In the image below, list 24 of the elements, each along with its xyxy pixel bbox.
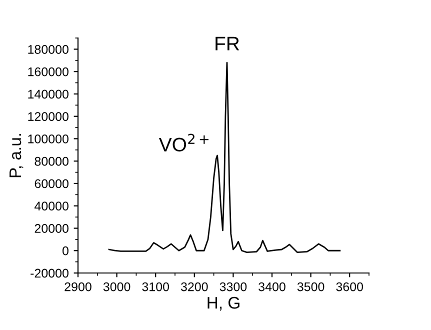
- y-tick-label: 0: [62, 246, 68, 256]
- y-axis-title: P, a.u.: [10, 134, 24, 178]
- x-tick-label: 3400: [258, 282, 286, 292]
- y-tick-label: -20000: [30, 268, 68, 278]
- x-tick-label: 3200: [180, 282, 208, 292]
- y-tick-label: 60000: [34, 179, 68, 188]
- y-tick-label: 40000: [34, 202, 68, 211]
- y-tick-label: 80000: [34, 156, 68, 166]
- y-tick-label: 140000: [28, 90, 68, 99]
- line-series: [108, 62, 341, 253]
- y-tick-label: 180000: [28, 44, 68, 54]
- x-tick-label: 3600: [336, 282, 364, 292]
- annotation: FR: [216, 36, 240, 50]
- x-tick-label: 2900: [64, 282, 92, 292]
- annotation: VO$^{2+}$: [158, 134, 208, 152]
- x-axis-title: H, G: [208, 296, 240, 311]
- x-tick-label: 3100: [142, 282, 170, 292]
- x-tick-label: 3000: [103, 282, 130, 292]
- x-tick-label: 3300: [220, 282, 247, 292]
- y-tick-label: 100000: [28, 134, 68, 144]
- y-tick-label: 160000: [28, 67, 68, 76]
- y-tick-label: 120000: [28, 112, 68, 121]
- x-tick-label: 3500: [297, 282, 324, 292]
- y-tick-label: 20000: [34, 224, 68, 233]
